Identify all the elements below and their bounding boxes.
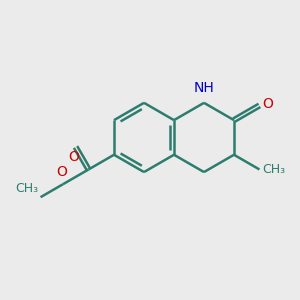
Text: NH: NH bbox=[194, 81, 214, 95]
Text: O: O bbox=[68, 150, 79, 164]
Text: CH₃: CH₃ bbox=[262, 163, 285, 176]
Text: O: O bbox=[262, 97, 273, 111]
Text: O: O bbox=[56, 165, 67, 179]
Text: CH₃: CH₃ bbox=[15, 182, 38, 195]
